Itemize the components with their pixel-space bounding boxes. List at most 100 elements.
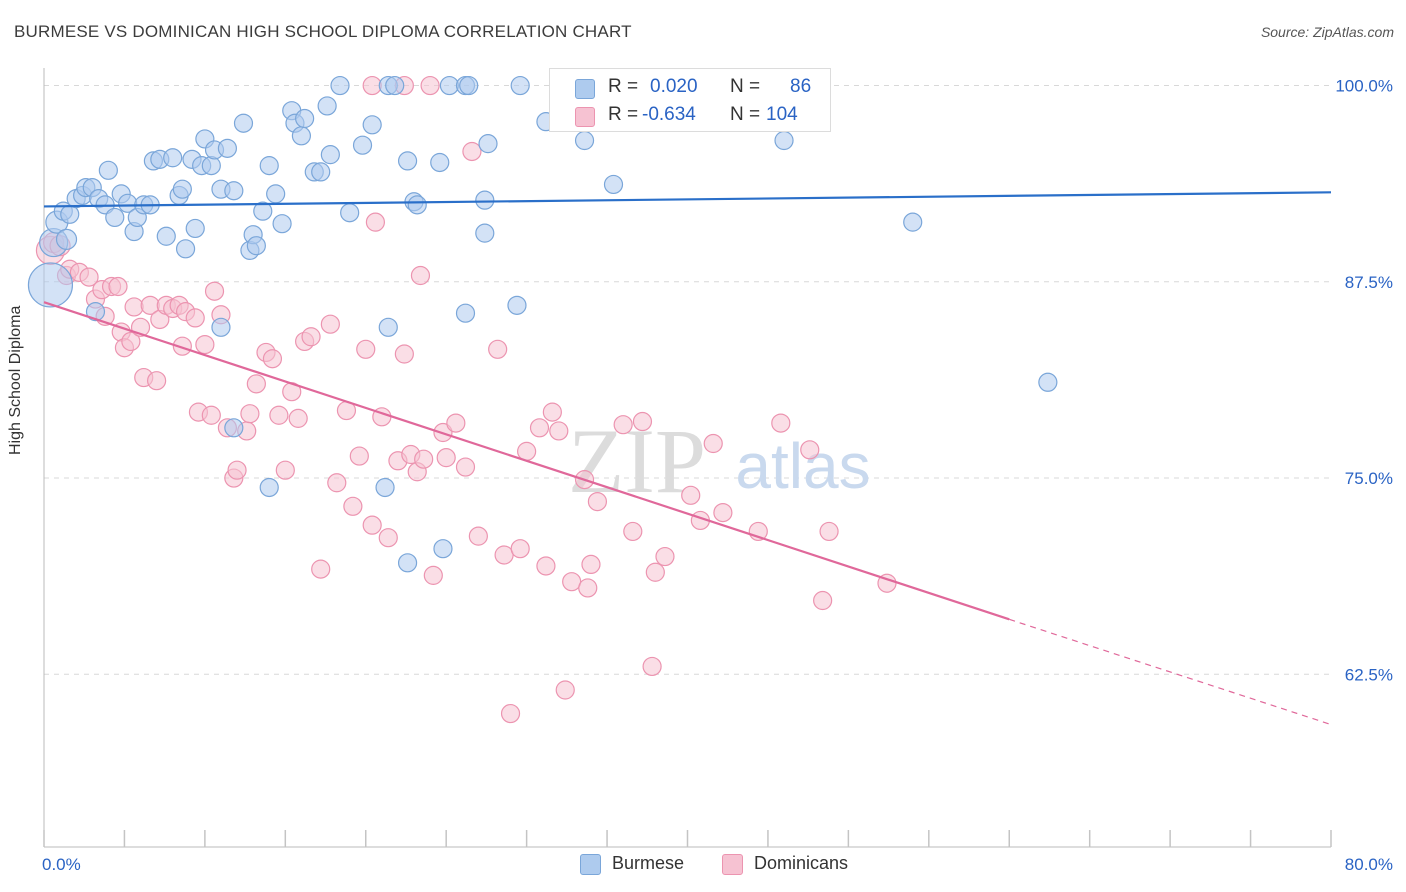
dominicans-point <box>488 339 508 359</box>
burmese-point <box>259 477 279 498</box>
r-value: 0.020 <box>650 76 698 97</box>
dominicans-point <box>320 314 340 334</box>
dominicans-point <box>529 418 550 438</box>
dominicans-point <box>246 374 266 394</box>
burmese-point <box>55 228 78 251</box>
burmese-point <box>378 317 398 337</box>
legend-label-burmese: Burmese <box>612 853 685 873</box>
burmese-point <box>246 236 266 256</box>
burmese-point <box>98 160 118 180</box>
dominicans-point <box>172 336 192 356</box>
dominicans-swatch <box>722 854 743 875</box>
dominicans-point <box>423 565 443 585</box>
burmese-point <box>1038 372 1058 392</box>
burmese-point <box>211 317 231 337</box>
dominicans-point <box>362 75 382 96</box>
dominicans-swatch <box>575 107 595 127</box>
burmese-point <box>266 184 286 204</box>
burmese-point <box>185 218 205 239</box>
burmese-point <box>397 151 418 171</box>
dominicans-point <box>327 473 347 493</box>
dominicans-point <box>362 515 382 535</box>
watermark-atlas: atlas <box>735 430 870 502</box>
n-label: N = <box>730 76 761 97</box>
dominicans-point <box>642 656 662 677</box>
burmese-point <box>340 203 360 223</box>
dominicans-point <box>681 485 701 505</box>
burmese-point <box>295 108 315 129</box>
chart-title: BURMESE VS DOMINICAN HIGH SCHOOL DIPLOMA… <box>14 22 632 41</box>
burmese-point <box>475 223 495 243</box>
dominicans-point <box>549 421 569 441</box>
n-label: N = <box>730 104 761 125</box>
burmese-point <box>407 195 427 215</box>
dominicans-point <box>378 528 398 548</box>
burmese-point <box>375 477 395 498</box>
dominicans-point <box>542 402 562 422</box>
burmese-point <box>330 75 350 96</box>
dominicans-point <box>349 446 369 466</box>
series-legend: Burmese Dominicans <box>0 852 1406 876</box>
dominicans-point <box>275 460 295 480</box>
burmese-point <box>455 303 476 323</box>
y-tick-label: 62.5% <box>1345 665 1393 684</box>
dominicans-point <box>262 349 283 369</box>
burmese-point <box>156 226 176 246</box>
dominicans-points <box>35 75 897 724</box>
dominicans-point <box>343 496 363 516</box>
burmese-point <box>272 214 292 234</box>
dominicans-point <box>645 562 665 582</box>
axis-ticks <box>43 830 1332 847</box>
dominicans-point <box>446 413 466 433</box>
dominicans-point <box>562 572 582 592</box>
burmese-points <box>27 75 1058 573</box>
dominicans-point <box>713 502 733 523</box>
burmese-point <box>291 126 311 146</box>
y-tick-label: 87.5% <box>1345 273 1393 292</box>
dominicans-point <box>147 371 167 391</box>
burmese-point <box>774 130 794 151</box>
dominicans-point <box>819 521 839 542</box>
y-tick-label: 75.0% <box>1345 469 1393 488</box>
burmese-point <box>105 207 125 228</box>
burmese-point <box>317 96 337 116</box>
legend-row-burmese: R = 0.020 N = 86 <box>550 72 830 100</box>
burmese-point <box>362 115 382 135</box>
dominicans-point <box>240 404 260 424</box>
burmese-point <box>478 134 498 154</box>
dominicans-trend-line <box>43 301 1010 621</box>
dominicans-point <box>500 703 521 724</box>
dominicans-point <box>632 411 653 432</box>
burmese-point <box>397 553 418 573</box>
burmese-point <box>439 75 460 96</box>
dominicans-point <box>587 492 608 512</box>
burmese-point <box>459 75 479 96</box>
r-value: -0.634 <box>642 104 696 125</box>
dominicans-point <box>227 460 247 480</box>
burmese-point <box>253 201 273 221</box>
burmese-point <box>903 212 923 232</box>
dominicans-point <box>462 141 482 162</box>
dominicans-point <box>79 267 99 287</box>
dominicans-point <box>269 405 289 425</box>
x-tick-label: 80.0% <box>1345 855 1393 874</box>
dominicans-point <box>536 556 556 576</box>
burmese-point <box>85 302 106 322</box>
burmese-point <box>352 135 373 155</box>
dominicans-point <box>436 448 456 468</box>
dominicans-point <box>771 413 791 433</box>
burmese-point <box>172 179 192 199</box>
burmese-swatch <box>580 854 601 875</box>
dominicans-point <box>623 521 643 542</box>
dominicans-point <box>185 308 205 328</box>
burmese-point <box>224 181 244 201</box>
dominicans-point <box>510 539 530 559</box>
dominicans-point <box>394 344 414 364</box>
dominicans-point <box>288 408 308 428</box>
r-label: R = <box>608 104 639 125</box>
burmese-point <box>201 156 221 176</box>
burmese-point <box>574 130 595 151</box>
watermark: ZIP atlas <box>568 410 871 512</box>
dominicans-point <box>613 415 633 435</box>
